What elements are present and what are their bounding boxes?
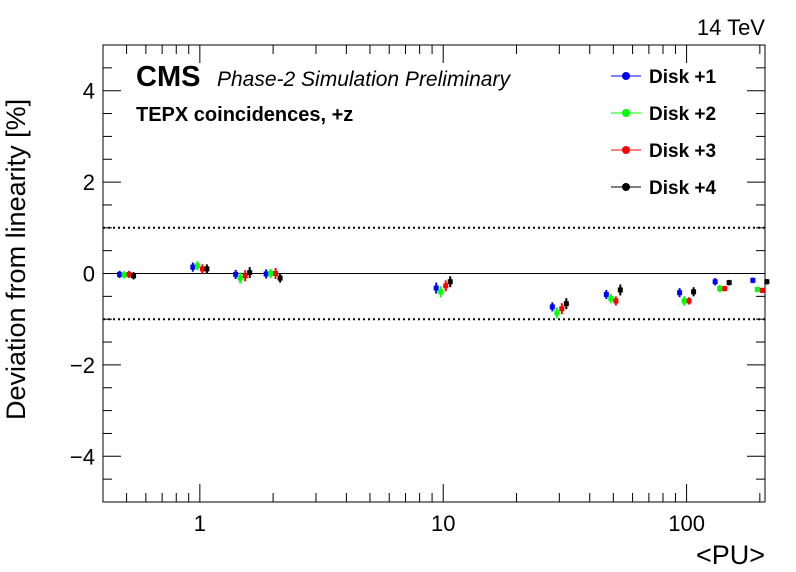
data-point <box>443 283 449 289</box>
legend-label: Disk +1 <box>649 67 717 88</box>
data-point <box>754 286 760 292</box>
data-point <box>242 273 248 279</box>
series-disk-3 <box>126 264 765 315</box>
data-point <box>726 280 732 286</box>
data-point <box>603 292 609 298</box>
x-tick-label: 10 <box>431 511 455 536</box>
data-point <box>433 285 439 291</box>
data-point <box>691 289 697 295</box>
legend-marker <box>622 72 630 80</box>
y-axis-label: Deviation from linearity [%] <box>1 99 31 420</box>
data-point <box>608 296 614 302</box>
y-tick-label: −4 <box>70 444 95 469</box>
legend-label: Disk +4 <box>649 178 717 199</box>
data-point <box>750 277 756 283</box>
data-point <box>681 298 687 304</box>
data-point <box>277 275 283 281</box>
data-point <box>263 271 269 277</box>
data-point <box>204 266 210 272</box>
legend-marker <box>622 146 630 154</box>
energy-label: 14 TeV <box>697 15 765 40</box>
data-point <box>438 289 444 295</box>
data-point <box>131 273 137 279</box>
data-point <box>764 279 770 285</box>
data-point <box>712 279 718 285</box>
data-point <box>717 286 723 292</box>
data-point <box>549 304 555 310</box>
data-point <box>559 306 565 312</box>
x-tick-label: 100 <box>668 511 705 536</box>
data-point <box>759 287 765 293</box>
x-tick-label: 1 <box>194 511 206 536</box>
data-point <box>563 301 569 307</box>
data-point <box>233 271 239 277</box>
legend-marker <box>622 183 630 191</box>
data-point <box>617 287 623 293</box>
data-point <box>268 271 274 276</box>
data-point <box>121 272 127 278</box>
data-point <box>273 271 279 276</box>
legend-label: Disk +2 <box>649 104 716 125</box>
data-point <box>686 298 692 304</box>
series-disk-4 <box>131 264 770 310</box>
data-point <box>677 290 683 296</box>
data-point <box>554 310 560 316</box>
data-point <box>247 270 253 276</box>
data-point <box>722 286 728 292</box>
y-tick-label: 2 <box>83 170 95 195</box>
y-tick-label: 0 <box>83 262 95 287</box>
data-point <box>237 275 243 281</box>
series-disk-2 <box>121 261 760 319</box>
y-tick-label: 4 <box>83 79 95 104</box>
experiment-label: CMS <box>136 61 200 93</box>
x-axis-label: <PU> <box>696 540 765 570</box>
legend-marker <box>622 109 630 117</box>
y-tick-label: −2 <box>70 353 95 378</box>
legend-label: Disk +3 <box>649 141 716 162</box>
data-point <box>199 266 205 272</box>
data-point <box>117 271 123 277</box>
data-point <box>194 263 200 269</box>
data-point <box>190 264 196 270</box>
status-label: Phase-2 Simulation Preliminary <box>217 68 511 91</box>
series-disk-1 <box>117 262 756 312</box>
chart-subtitle: TEPX coincidences, +z <box>136 104 353 126</box>
data-point <box>447 279 453 285</box>
data-point <box>126 271 132 277</box>
data-point <box>613 298 619 304</box>
